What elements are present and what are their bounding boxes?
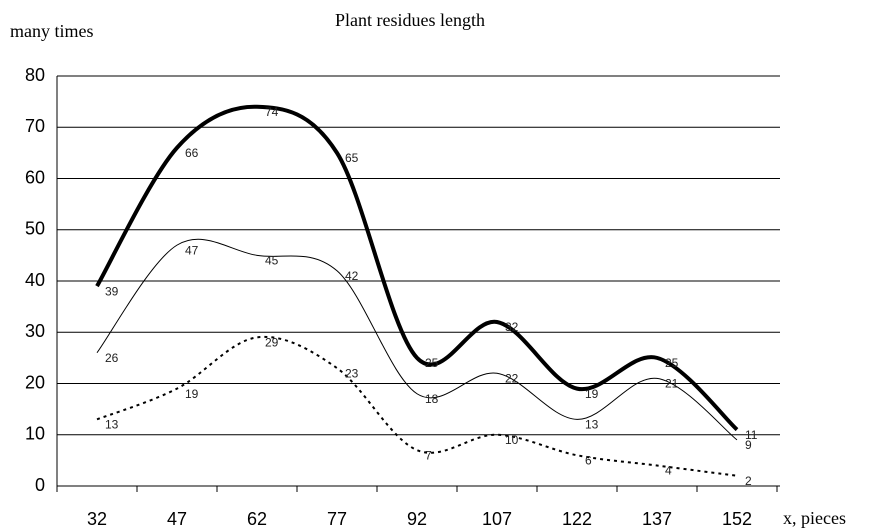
- data-label: 18: [425, 392, 439, 406]
- data-label: 66: [185, 146, 199, 160]
- data-label: 42: [345, 269, 359, 283]
- data-label: 45: [265, 254, 279, 268]
- x-tick-label: 152: [722, 509, 752, 529]
- data-label: 11: [745, 428, 758, 442]
- y-tick-label: 10: [25, 424, 45, 444]
- y-tick-label: 80: [25, 65, 45, 85]
- data-label: 13: [105, 418, 119, 432]
- x-axis-label: x, pieces: [783, 508, 846, 528]
- data-label: 47: [185, 243, 199, 257]
- x-tick-label: 47: [167, 509, 187, 529]
- data-label: 25: [665, 356, 679, 370]
- y-tick-label: 0: [35, 475, 45, 495]
- y-tick-label: 50: [25, 219, 45, 239]
- data-label: 10: [505, 433, 519, 447]
- y-tick-label: 20: [25, 372, 45, 392]
- data-label: 22: [505, 371, 519, 385]
- x-tick-label: 92: [407, 509, 427, 529]
- data-label: 25: [425, 356, 439, 370]
- y-tick-label: 70: [25, 116, 45, 136]
- x-tick-label: 107: [482, 509, 512, 529]
- x-tick-label: 62: [247, 509, 267, 529]
- x-tick-label: 137: [642, 509, 672, 529]
- data-label: 74: [265, 105, 279, 119]
- data-label: 6: [585, 453, 592, 467]
- data-label: 21: [665, 377, 679, 391]
- series-line: [96, 335, 738, 477]
- data-label: 65: [345, 151, 359, 165]
- y-tick-label: 60: [25, 167, 45, 187]
- data-label: 26: [105, 351, 119, 365]
- y-tick-label: 30: [25, 321, 45, 341]
- data-label: 9: [745, 438, 752, 452]
- data-label: 29: [265, 336, 279, 350]
- data-label: 4: [665, 464, 672, 478]
- data-label: 7: [425, 448, 432, 462]
- data-label: 13: [585, 418, 599, 432]
- data-label: 23: [345, 366, 359, 380]
- series-line: [96, 238, 738, 441]
- data-label: 32: [505, 320, 519, 334]
- y-tick-label: 40: [25, 270, 45, 290]
- data-label: 19: [185, 387, 199, 401]
- data-label: 39: [105, 284, 119, 298]
- x-tick-label: 32: [87, 509, 107, 529]
- x-tick-label: 77: [327, 509, 347, 529]
- data-label: 19: [585, 387, 599, 401]
- series-line: [95, 104, 739, 432]
- x-tick-label: 122: [562, 509, 592, 529]
- y-axis-label: many times: [10, 21, 94, 41]
- data-label: 2: [745, 474, 752, 488]
- chart-title: Plant residues length: [335, 10, 485, 30]
